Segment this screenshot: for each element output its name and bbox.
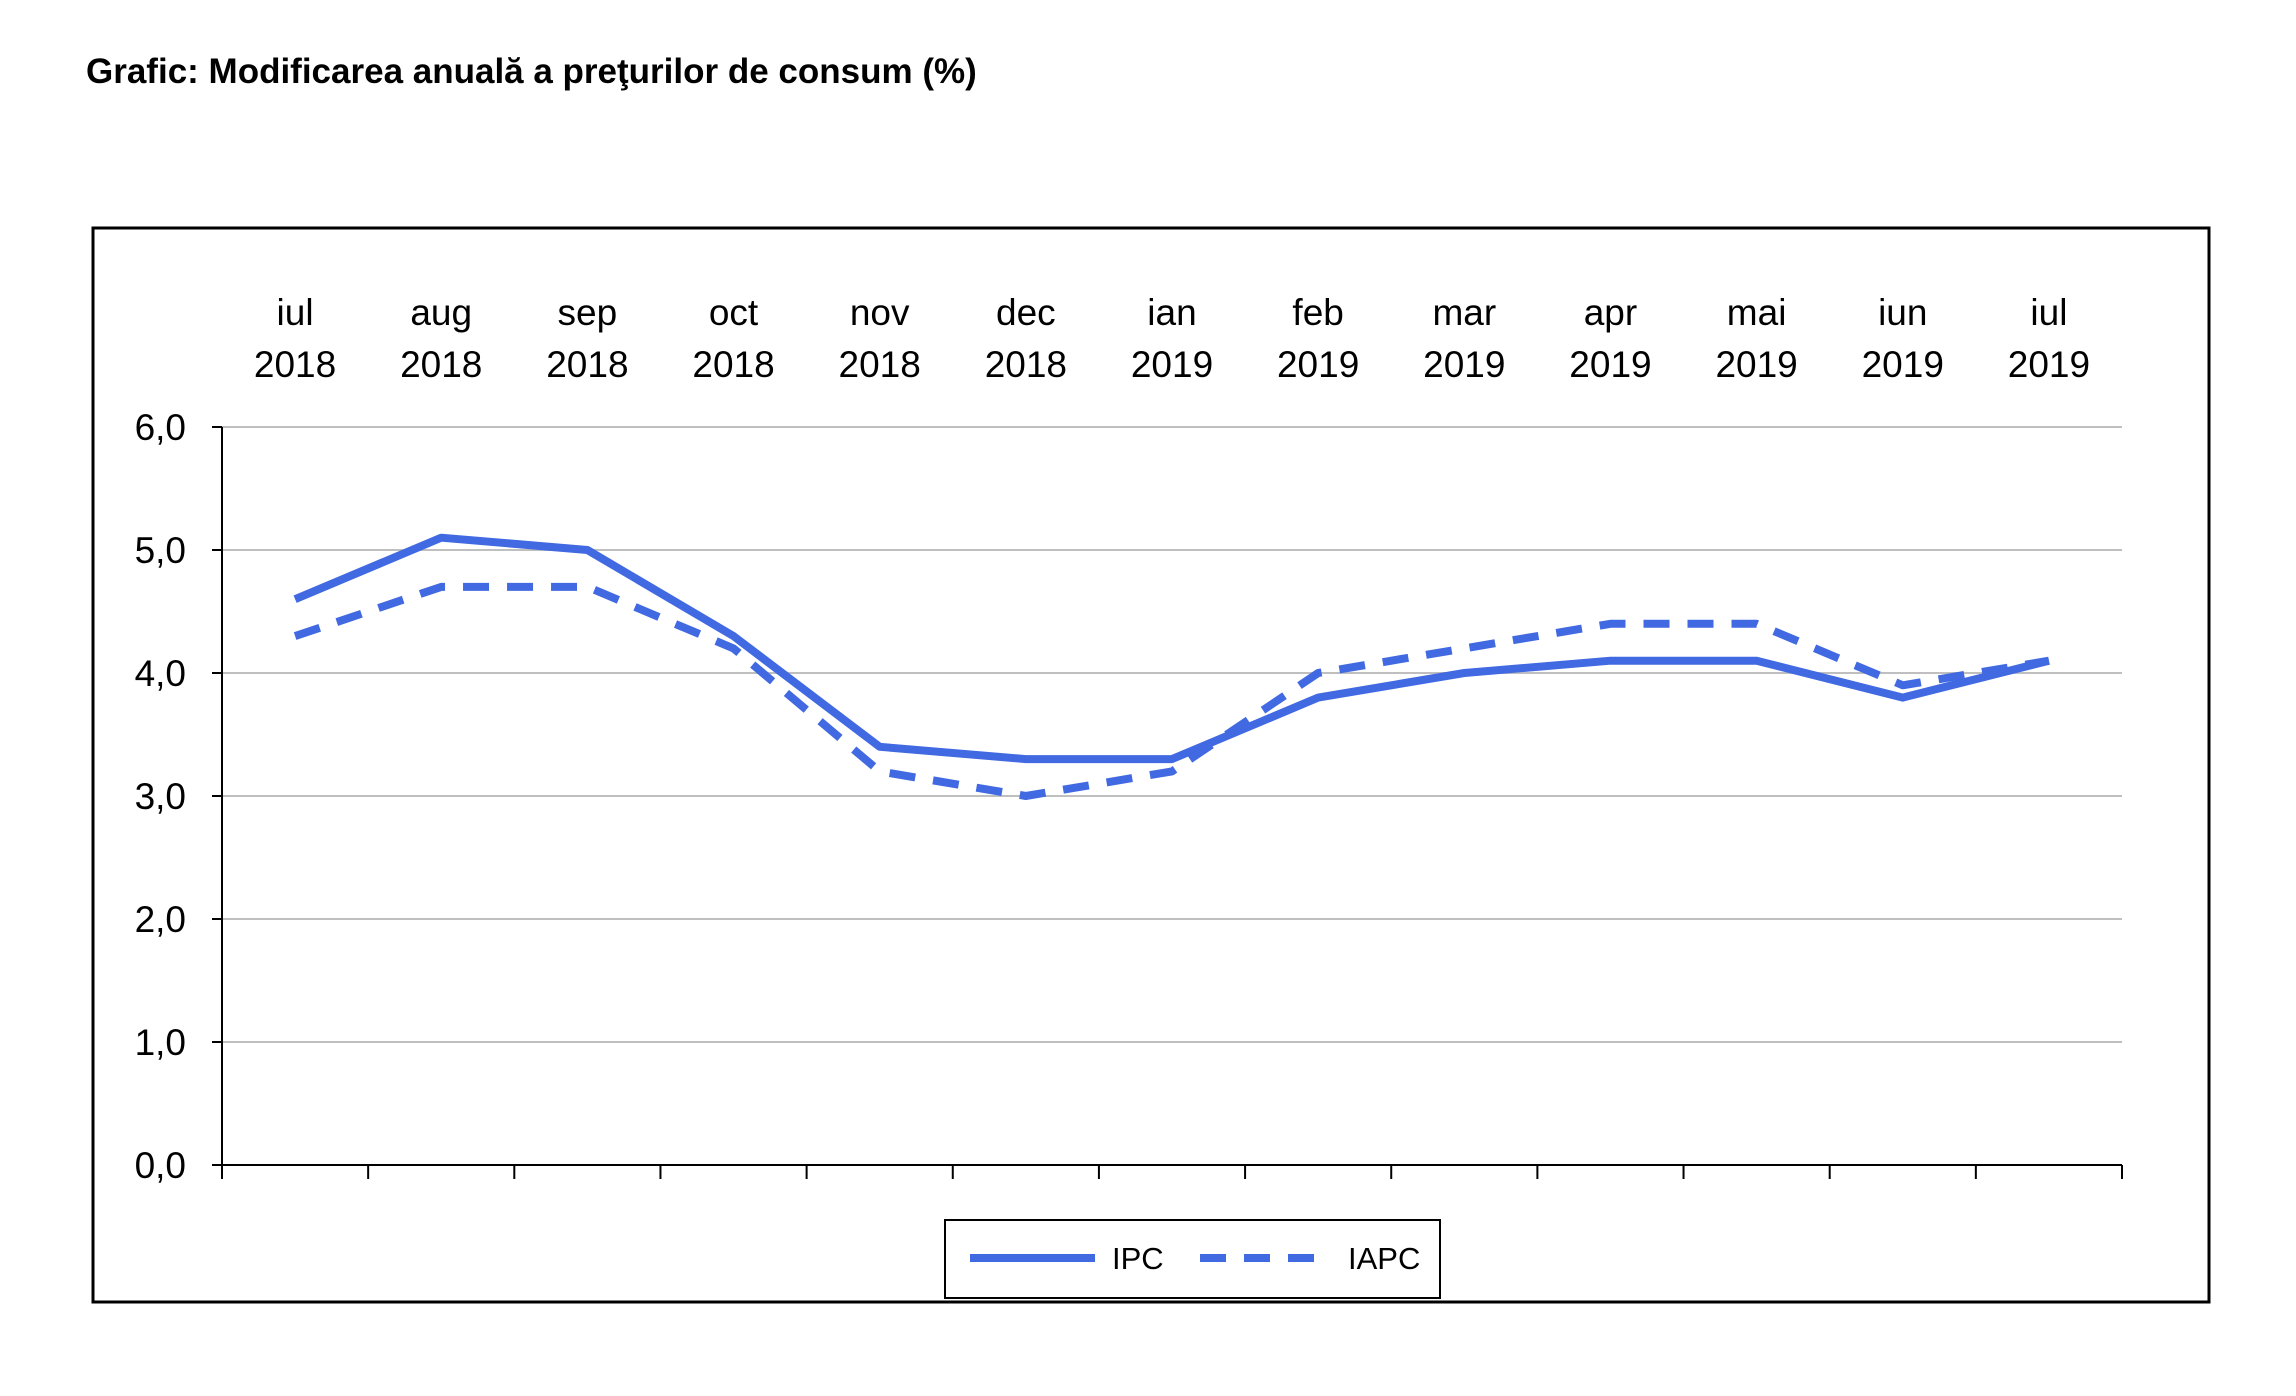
legend: IPC IAPC <box>944 1219 1441 1299</box>
y-tick-label: 6,0 <box>135 407 186 448</box>
x-tick-label-month: aug <box>410 292 472 333</box>
x-tick-label-year: 2019 <box>1569 344 1651 385</box>
x-tick-label-month: iul <box>2030 292 2067 333</box>
x-tick-label-month: dec <box>996 292 1056 333</box>
x-tick-label-year: 2019 <box>1131 344 1213 385</box>
x-tick-label-month: iul <box>277 292 314 333</box>
y-tick-label: 4,0 <box>135 653 186 694</box>
x-tick-label-year: 2018 <box>254 344 336 385</box>
chart-frame <box>91 226 2211 1304</box>
x-tick-label-month: feb <box>1292 292 1343 333</box>
x-tick-label-year: 2019 <box>1862 344 1944 385</box>
y-tick-label: 5,0 <box>135 530 186 571</box>
x-tick-label-month: oct <box>709 292 759 333</box>
x-tick-label-year: 2018 <box>839 344 921 385</box>
x-tick-label-month: iun <box>1878 292 1927 333</box>
y-tick-label: 3,0 <box>135 776 186 817</box>
x-tick-label-month: ian <box>1147 292 1196 333</box>
x-tick-label-month: sep <box>558 292 618 333</box>
x-tick-label-month: mar <box>1432 292 1496 333</box>
page-title: Grafic: Modificarea anuală a preţurilor … <box>86 52 977 91</box>
legend-label-iapc: IAPC <box>1348 1241 1420 1276</box>
series-line-iapc <box>293 582 2050 800</box>
x-tick-label-year: 2018 <box>985 344 1067 385</box>
x-tick-label-year: 2018 <box>546 344 628 385</box>
x-tick-label-month: nov <box>850 292 910 333</box>
y-tick-label: 1,0 <box>135 1022 186 1063</box>
y-tick-label: 2,0 <box>135 899 186 940</box>
x-tick-label-year: 2018 <box>692 344 774 385</box>
x-tick-label-month: apr <box>1584 292 1637 333</box>
x-tick-label-year: 2019 <box>1277 344 1359 385</box>
x-tick-label-year: 2018 <box>400 344 482 385</box>
x-tick-label-year: 2019 <box>1423 344 1505 385</box>
y-tick-label: 0,0 <box>135 1145 186 1186</box>
x-tick-label-month: mai <box>1727 292 1787 333</box>
x-tick-label-year: 2019 <box>1715 344 1797 385</box>
x-tick-label-year: 2019 <box>2008 344 2090 385</box>
series-line-ipc <box>293 533 2050 764</box>
legend-label-ipc: IPC <box>1112 1241 1164 1276</box>
